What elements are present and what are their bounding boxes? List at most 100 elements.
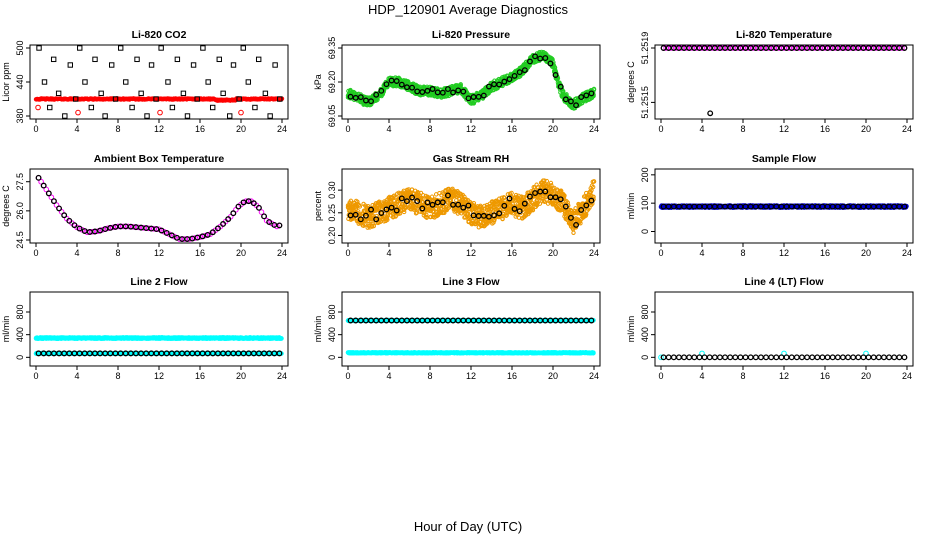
x-tick-label: 24 — [277, 124, 287, 134]
data-point — [532, 53, 539, 60]
data-point — [393, 194, 398, 200]
data-point — [145, 225, 152, 232]
data-point — [704, 45, 710, 51]
data-point — [62, 113, 68, 119]
panel-title: Li-820 CO2 — [132, 29, 187, 41]
x-tick-label: 4 — [74, 248, 79, 258]
data-point — [492, 204, 497, 210]
data-point — [542, 55, 549, 62]
data-point — [55, 90, 62, 97]
data-point — [873, 45, 880, 51]
data-point — [589, 188, 594, 193]
y-tick-label: 24.5 — [15, 231, 25, 249]
data-point — [189, 235, 196, 242]
data-point — [250, 200, 257, 207]
data-point — [220, 90, 226, 97]
data-point — [378, 87, 385, 94]
data-point — [98, 90, 104, 97]
data-point — [45, 190, 52, 197]
panel-title: Ambient Box Temperature — [94, 153, 225, 165]
data-point — [591, 86, 597, 92]
data-point — [120, 223, 126, 230]
data-point — [135, 224, 142, 231]
panel-title: Li-820 Temperature — [736, 29, 832, 41]
x-tick-label: 12 — [779, 248, 789, 258]
data-point — [817, 45, 823, 51]
data-point — [719, 45, 726, 51]
data-point — [200, 45, 206, 51]
data-point — [230, 210, 237, 217]
data-point — [847, 45, 854, 51]
data-point — [485, 83, 492, 90]
data-point — [542, 199, 547, 205]
data-point — [480, 208, 485, 214]
data-point — [827, 45, 833, 51]
data-point — [373, 216, 380, 223]
plot-area — [35, 174, 283, 242]
data-point — [40, 182, 47, 189]
data-point — [552, 65, 558, 70]
data-point — [781, 45, 787, 51]
data-point — [261, 213, 268, 220]
x-tick-label: 4 — [74, 124, 79, 134]
data-point — [104, 225, 111, 232]
data-point — [567, 98, 574, 105]
data-point — [240, 45, 246, 51]
data-point — [181, 236, 188, 242]
data-point — [220, 221, 227, 227]
data-point — [190, 62, 197, 68]
data-point — [547, 60, 554, 67]
data-point — [499, 195, 504, 201]
data-point — [194, 234, 201, 241]
data-point — [541, 198, 547, 204]
data-point — [115, 223, 121, 230]
data-point — [406, 79, 411, 84]
x-tick-label: 20 — [548, 124, 558, 134]
data-point — [668, 45, 675, 51]
y-tick-label: 69.35 — [327, 37, 337, 60]
data-point — [148, 62, 155, 68]
x-tick-label: 4 — [699, 248, 704, 258]
data-point — [540, 199, 545, 204]
data-point — [403, 198, 410, 205]
y-tick-label: 0 — [640, 229, 650, 234]
data-point — [174, 56, 181, 63]
data-point — [357, 204, 363, 209]
data-point — [526, 58, 533, 65]
data-point — [451, 189, 456, 194]
data-point — [429, 201, 436, 208]
data-point — [458, 83, 463, 89]
data-point — [134, 56, 140, 63]
data-point — [899, 45, 905, 51]
data-point — [419, 89, 426, 96]
data-point — [180, 90, 187, 97]
data-point — [245, 198, 252, 205]
data-point — [832, 45, 839, 51]
data-point — [71, 222, 78, 229]
data-point — [458, 82, 463, 87]
panel-title: Sample Flow — [752, 153, 817, 165]
data-point — [235, 203, 242, 210]
data-point — [354, 206, 359, 211]
data-point — [465, 95, 472, 102]
data-point — [901, 45, 908, 51]
panel-title: Li-820 Pressure — [432, 29, 510, 41]
data-point — [383, 81, 390, 88]
data-point — [465, 202, 472, 209]
plot-area — [345, 49, 597, 111]
data-point — [38, 178, 44, 185]
data-point — [673, 45, 680, 51]
data-point — [397, 211, 403, 216]
x-tick-label: 12 — [466, 124, 476, 134]
data-point — [549, 183, 554, 188]
data-point — [868, 45, 874, 51]
data-point — [740, 45, 746, 51]
x-tick-label: 20 — [861, 248, 871, 258]
data-point — [414, 198, 421, 205]
data-point — [258, 209, 265, 215]
figure-x-label: Hour of Day (UTC) — [414, 519, 522, 534]
